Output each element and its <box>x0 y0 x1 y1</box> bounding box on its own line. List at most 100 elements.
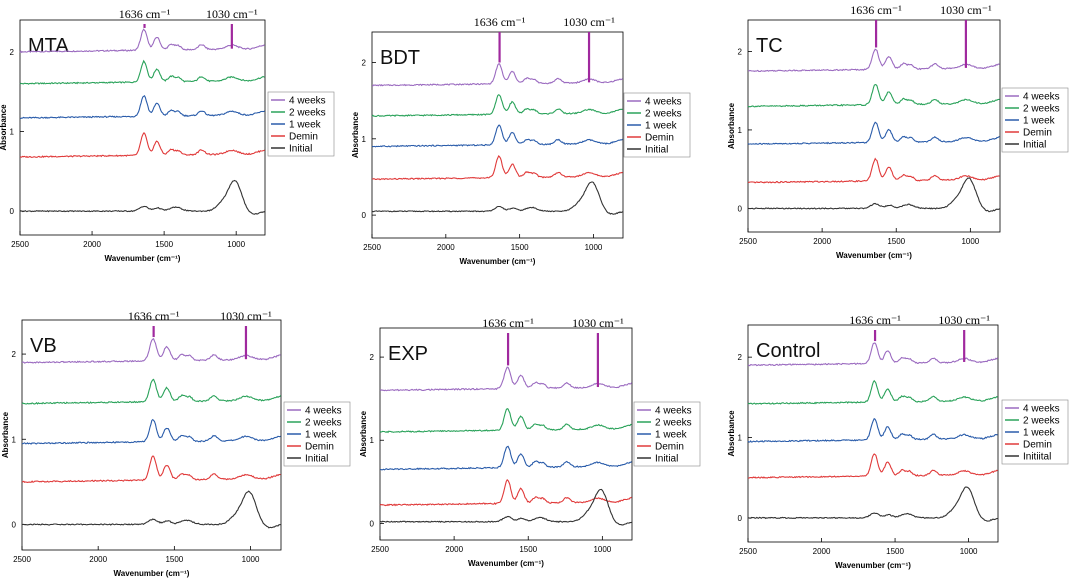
series-line-initial <box>371 181 623 215</box>
x-tick-label: 2500 <box>11 240 29 249</box>
legend-label: Demin <box>1023 128 1052 139</box>
series-line-4-weeks <box>372 63 624 87</box>
legend-label: Initial <box>289 144 312 155</box>
y-tick-label: 0 <box>738 514 743 523</box>
series-line-2-weeks <box>747 379 998 405</box>
legend-label: 4 weeks <box>1023 92 1060 103</box>
legend-label: Initiital <box>1023 452 1051 463</box>
x-tick-label: 1000 <box>961 237 979 246</box>
legend-label: 2 weeks <box>305 418 342 429</box>
y-tick-label: 1 <box>12 435 17 444</box>
y-axis-label: Absorbance <box>1 411 10 458</box>
legend-label: 4 weeks <box>645 97 682 108</box>
series-line-initial <box>747 486 998 522</box>
legend-label: Demin <box>1023 440 1052 451</box>
legend-label: 1 week <box>645 121 678 132</box>
x-tick-label: 1000 <box>960 547 978 556</box>
y-tick-label: 2 <box>738 47 743 56</box>
legend-label: Initial <box>645 145 668 156</box>
x-tick-label: 2500 <box>739 547 757 556</box>
panel-title: Control <box>756 340 820 362</box>
chart-panel-control: 0 1 2 2500 2000 1500 1000 Wavenumber (cm⁻¹) Abso… <box>727 313 1069 570</box>
x-tick-label: 2000 <box>445 545 463 554</box>
series-line-2-weeks <box>747 84 1000 108</box>
x-axis-label: Wavenumber (cm⁻¹) <box>460 257 536 266</box>
series-line-1-week <box>21 418 281 445</box>
peak-marker-label: 1030 cm⁻¹ <box>940 3 992 17</box>
series-line-1-week <box>371 124 624 148</box>
series-line-4-weeks <box>748 48 1000 73</box>
plot-frame <box>21 319 282 551</box>
x-axis-label: Wavenumber (cm⁻¹) <box>835 561 911 570</box>
series-line-2-weeks <box>371 94 623 118</box>
x-tick-label: 1500 <box>165 555 183 564</box>
chart-panel-mta: 0 1 2 2500 2000 1500 1000 Wavenumber (cm⁻¹) Abso… <box>0 7 335 263</box>
series-line-1-week <box>747 417 998 443</box>
legend-label: 4 weeks <box>655 406 692 417</box>
legend-label: Initial <box>655 454 678 465</box>
y-tick-label: 0 <box>10 207 15 216</box>
y-tick-label: 0 <box>370 519 375 528</box>
legend-label: 4 weeks <box>305 406 342 417</box>
y-axis-label: Absorbance <box>727 102 736 149</box>
series-line-4-weeks <box>19 28 265 54</box>
series-line-2-weeks <box>21 378 282 405</box>
x-tick-label: 1000 <box>593 545 611 554</box>
legend-label: Initial <box>1023 140 1046 151</box>
series-line-1-week <box>19 95 265 120</box>
series-line-2-weeks <box>19 59 265 85</box>
peak-marker-label: 1636 cm⁻¹ <box>850 3 902 17</box>
x-tick-label: 2500 <box>363 243 381 252</box>
chart-panel-bdt: 0 1 2 2500 2000 1500 1000 Wavenumber (cm⁻¹) Abso… <box>351 15 691 266</box>
series-line-4-weeks <box>747 342 999 367</box>
peak-marker-label: 1030 cm⁻¹ <box>220 309 272 323</box>
legend-label: 1 week <box>305 430 338 441</box>
series-line-initial <box>19 179 265 215</box>
y-axis-label: Absorbance <box>727 410 736 457</box>
y-tick-label: 1 <box>738 126 743 135</box>
peak-marker-label: 1030 cm⁻¹ <box>563 15 615 29</box>
x-axis-label: Wavenumber (cm⁻¹) <box>105 254 181 263</box>
legend-label: Demin <box>655 442 684 453</box>
y-tick-label: 1 <box>362 135 367 144</box>
peak-marker-label: 1030 cm⁻¹ <box>572 316 624 330</box>
x-tick-label: 2000 <box>83 240 101 249</box>
plot-frame <box>379 327 633 541</box>
chart-panel-tc: 0 1 2 2500 2000 1500 1000 Wavenumber (cm⁻¹) Abso… <box>727 3 1069 260</box>
series-line-2-weeks <box>379 408 632 434</box>
x-tick-label: 2500 <box>371 545 389 554</box>
x-axis-label: Wavenumber (cm⁻¹) <box>468 559 544 568</box>
peak-marker-label: 1636 cm⁻¹ <box>474 15 526 29</box>
chart-panel-exp: 0 1 2 2500 2000 1500 1000 Wavenumber (cm⁻¹) Abso… <box>359 316 701 568</box>
legend-label: 4 weeks <box>1023 404 1060 415</box>
legend-label: 2 weeks <box>1023 416 1060 427</box>
y-tick-label: 0 <box>738 204 743 213</box>
x-tick-label: 2000 <box>437 243 455 252</box>
x-tick-label: 2000 <box>813 547 831 556</box>
y-axis-label: Absorbance <box>0 104 8 151</box>
legend-label: Demin <box>289 132 318 143</box>
series-line-initial <box>747 177 1001 213</box>
series-line-4-weeks <box>379 366 633 392</box>
legend-label: 1 week <box>1023 116 1056 127</box>
legend-label: 2 weeks <box>289 108 326 119</box>
y-axis-label: Absorbance <box>359 410 368 457</box>
x-tick-label: 2000 <box>89 555 107 564</box>
x-tick-label: 1500 <box>887 237 905 246</box>
x-tick-label: 2000 <box>813 237 831 246</box>
series-line-demin <box>747 157 1000 184</box>
x-tick-label: 2500 <box>739 237 757 246</box>
x-tick-label: 1000 <box>227 240 245 249</box>
plot-frame <box>371 31 624 239</box>
x-tick-label: 1000 <box>242 555 260 564</box>
x-tick-label: 1500 <box>519 545 537 554</box>
series-line-1-week <box>380 445 633 471</box>
legend-label: 2 weeks <box>655 418 692 429</box>
panel-title: VB <box>30 335 57 357</box>
